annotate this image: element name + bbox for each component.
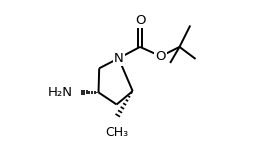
Text: N: N bbox=[114, 52, 124, 65]
Text: CH₃: CH₃ bbox=[105, 126, 128, 139]
Text: O: O bbox=[155, 50, 166, 63]
Text: O: O bbox=[135, 14, 145, 27]
Text: H₂N: H₂N bbox=[47, 86, 72, 99]
